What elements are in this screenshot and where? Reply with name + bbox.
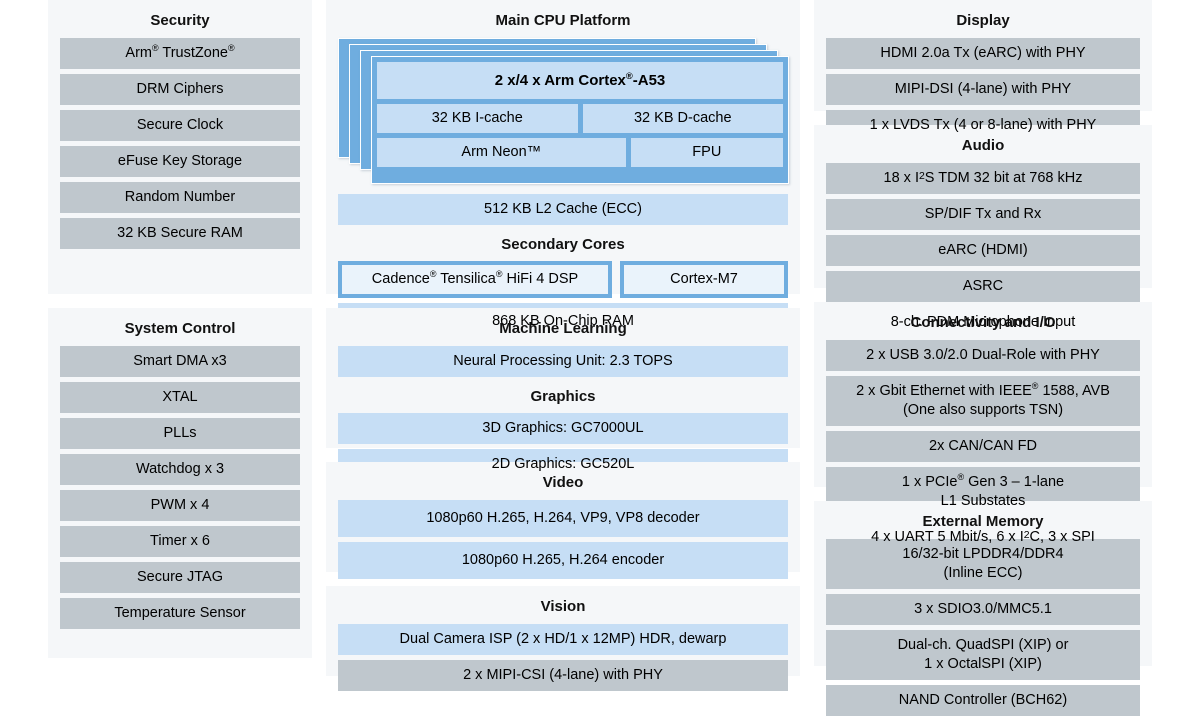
block-l2-cache[interactable]: 512 KB L2 Cache (ECC) bbox=[338, 194, 788, 225]
block-quadspi-octalspi[interactable]: Dual-ch. QuadSPI (XIP) or 1 x OctalSPI (X… bbox=[826, 630, 1140, 680]
subtitle-secondary-cores: Secondary Cores bbox=[501, 236, 625, 253]
block-lpddr4[interactable]: 16/32-bit LPDDR4/DDR4 (Inline ECC) bbox=[826, 539, 1140, 589]
secondary-cores-row: Cadence® Tensilica® HiFi 4 DSP Cortex-M7 bbox=[338, 261, 788, 298]
panel-title-machine-learning: Machine Learning bbox=[499, 320, 627, 337]
block-watchdog[interactable]: Watchdog x 3 bbox=[60, 454, 300, 485]
registered-icon: ® bbox=[1031, 381, 1039, 392]
panel-display: Display HDMI 2.0a Tx (eARC) with PHY MIP… bbox=[814, 0, 1152, 141]
block-timer[interactable]: Timer x 6 bbox=[60, 526, 300, 557]
cpu-core-stack: 2 x/4 x Arm Cortex®-A53 32 KB I-cache 32… bbox=[338, 38, 789, 188]
block-npu[interactable]: Neural Processing Unit: 2.3 TOPS bbox=[338, 346, 788, 377]
superscript-2: 2 bbox=[1023, 530, 1030, 542]
panel-vision: Vision Dual Camera ISP (2 x HD/1 x 12MP)… bbox=[326, 586, 800, 691]
block-hifi4-dsp[interactable]: Cadence® Tensilica® HiFi 4 DSP bbox=[338, 261, 612, 298]
panel-main-cpu-platform: Main CPU Platform 2 x/4 x Arm Cortex®-A5… bbox=[326, 0, 800, 340]
block-xtal[interactable]: XTAL bbox=[60, 382, 300, 413]
simd-row: Arm Neon™ FPU bbox=[377, 138, 783, 167]
panel-title-video: Video bbox=[542, 474, 584, 491]
panel-connectivity: Connectivity and I/O 2 x USB 3.0/2.0 Dua… bbox=[814, 302, 1152, 553]
panel-security: Security Arm® TrustZone® DRM Ciphers Sec… bbox=[48, 0, 312, 294]
block-i-cache[interactable]: 32 KB I-cache bbox=[377, 104, 578, 133]
block-video-encoder[interactable]: 1080p60 H.265, H.264 encoder bbox=[338, 542, 788, 579]
panel-video: Video 1080p60 H.265, H.264, VP9, VP8 dec… bbox=[326, 462, 800, 579]
block-smart-dma[interactable]: Smart DMA x3 bbox=[60, 346, 300, 377]
registered-icon: ® bbox=[227, 43, 235, 54]
panel-title-main-cpu: Main CPU Platform bbox=[495, 12, 631, 29]
block-can[interactable]: 2x CAN/CAN FD bbox=[826, 431, 1140, 462]
registered-icon: ® bbox=[429, 269, 437, 280]
block-i2s-tdm[interactable]: 18 x I2S TDM 32 bit at 768 kHz bbox=[826, 163, 1140, 194]
cache-row: 32 KB I-cache 32 KB D-cache bbox=[377, 104, 783, 133]
block-asrc[interactable]: ASRC bbox=[826, 271, 1140, 302]
panel-audio: Audio 18 x I2S TDM 32 bit at 768 kHz SP/… bbox=[814, 125, 1152, 338]
block-mipi-dsi[interactable]: MIPI-DSI (4-lane) with PHY bbox=[826, 74, 1140, 105]
block-plls[interactable]: PLLs bbox=[60, 418, 300, 449]
panel-title-vision: Vision bbox=[540, 598, 586, 615]
block-spdif[interactable]: SP/DIF Tx and Rx bbox=[826, 199, 1140, 230]
block-cortex-m7-label: Cortex-M7 bbox=[624, 265, 784, 294]
panel-title-external-memory: External Memory bbox=[922, 513, 1044, 530]
registered-icon: ® bbox=[957, 472, 965, 483]
security-items: Arm® TrustZone® DRM Ciphers Secure Clock… bbox=[60, 38, 300, 249]
panel-title-security: Security bbox=[150, 12, 210, 29]
block-video-decoder[interactable]: 1080p60 H.265, H.264, VP9, VP8 decoder bbox=[338, 500, 788, 537]
block-fpu[interactable]: FPU bbox=[630, 138, 783, 167]
block-random-number[interactable]: Random Number bbox=[60, 182, 300, 213]
block-earc[interactable]: eARC (HDMI) bbox=[826, 235, 1140, 266]
block-drm-ciphers[interactable]: DRM Ciphers bbox=[60, 74, 300, 105]
panel-external-memory: External Memory 16/32-bit LPDDR4/DDR4 (In… bbox=[814, 501, 1152, 716]
right-column: Display HDMI 2.0a Tx (eARC) with PHY MIP… bbox=[814, 0, 1152, 716]
block-mipi-csi[interactable]: 2 x MIPI-CSI (4-lane) with PHY bbox=[338, 660, 788, 691]
cpu-core-layer-front[interactable]: 2 x/4 x Arm Cortex®-A53 32 KB I-cache 32… bbox=[371, 56, 789, 184]
block-secure-jtag[interactable]: Secure JTAG bbox=[60, 562, 300, 593]
panel-system-control: System Control Smart DMA x3 XTAL PLLs Wa… bbox=[48, 308, 312, 658]
superscript-2: 2 bbox=[918, 171, 925, 183]
subtitle-graphics: Graphics bbox=[530, 388, 596, 405]
panel-title-system-control: System Control bbox=[124, 320, 236, 337]
registered-icon: ® bbox=[152, 43, 159, 54]
left-column: Security Arm® TrustZone® DRM Ciphers Sec… bbox=[48, 0, 312, 674]
block-usb[interactable]: 2 x USB 3.0/2.0 Dual-Role with PHY bbox=[826, 340, 1140, 371]
block-secure-ram[interactable]: 32 KB Secure RAM bbox=[60, 218, 300, 249]
middle-column: Main CPU Platform 2 x/4 x Arm Cortex®-A5… bbox=[326, 0, 800, 691]
block-cortex-a53[interactable]: 2 x/4 x Arm Cortex®-A53 bbox=[377, 62, 783, 99]
block-hdmi[interactable]: HDMI 2.0a Tx (eARC) with PHY bbox=[826, 38, 1140, 69]
block-3d-graphics[interactable]: 3D Graphics: GC7000UL bbox=[338, 413, 788, 444]
block-secure-clock[interactable]: Secure Clock bbox=[60, 110, 300, 141]
block-hifi4-dsp-label: Cadence® Tensilica® HiFi 4 DSP bbox=[342, 265, 608, 294]
panel-title-audio: Audio bbox=[961, 137, 1005, 154]
block-arm-trustzone[interactable]: Arm® TrustZone® bbox=[60, 38, 300, 69]
block-arm-neon[interactable]: Arm Neon™ bbox=[377, 138, 626, 167]
block-dual-camera-isp[interactable]: Dual Camera ISP (2 x HD/1 x 12MP) HDR, d… bbox=[338, 624, 788, 655]
system-control-items: Smart DMA x3 XTAL PLLs Watchdog x 3 PWM … bbox=[60, 346, 300, 629]
block-sdio-mmc[interactable]: 3 x SDIO3.0/MMC5.1 bbox=[826, 594, 1140, 625]
panel-title-connectivity: Connectivity and I/O bbox=[910, 314, 1056, 331]
block-pwm[interactable]: PWM x 4 bbox=[60, 490, 300, 521]
registered-icon: ® bbox=[625, 71, 633, 81]
block-nand-controller[interactable]: NAND Controller (BCH62) bbox=[826, 685, 1140, 716]
block-gbit-ethernet[interactable]: 2 x Gbit Ethernet with IEEE® 1588, AVB (O… bbox=[826, 376, 1140, 426]
block-cortex-m7[interactable]: Cortex-M7 bbox=[620, 261, 788, 298]
block-temperature-sensor[interactable]: Temperature Sensor bbox=[60, 598, 300, 629]
block-efuse-key-storage[interactable]: eFuse Key Storage bbox=[60, 146, 300, 177]
soc-block-diagram: Security Arm® TrustZone® DRM Ciphers Sec… bbox=[48, 0, 1152, 716]
registered-icon: ® bbox=[495, 269, 503, 280]
block-d-cache[interactable]: 32 KB D-cache bbox=[582, 104, 783, 133]
panel-machine-learning-graphics: Machine Learning Neural Processing Unit:… bbox=[326, 308, 800, 480]
panel-title-display: Display bbox=[956, 12, 1010, 29]
